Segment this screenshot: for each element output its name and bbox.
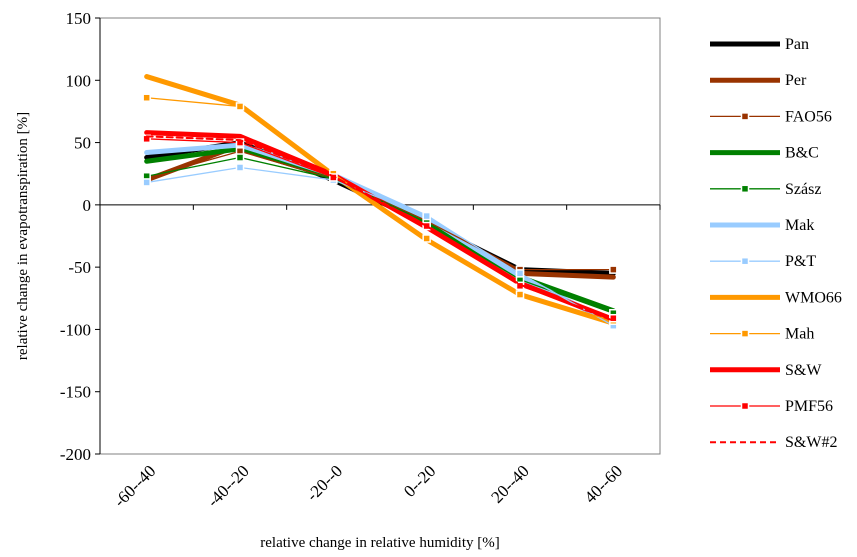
- legend-label: FAO56: [785, 108, 832, 125]
- legend-marker: [740, 256, 750, 266]
- legend-label: Per: [785, 72, 807, 89]
- legend-marker: [740, 329, 750, 338]
- data-point: [235, 102, 245, 111]
- legend-label: Pan: [785, 36, 809, 53]
- data-point: [422, 211, 431, 221]
- data-point: [142, 134, 151, 144]
- data-point: [422, 234, 431, 243]
- legend-marker: [740, 112, 750, 121]
- y-tick-label: 100: [66, 71, 92, 90]
- legend-label: Szász: [785, 181, 821, 198]
- y-tick-label: 150: [66, 9, 92, 28]
- y-tick-label: 0: [83, 196, 92, 215]
- data-point: [515, 269, 525, 278]
- data-point: [515, 290, 525, 299]
- x-axis-label: relative change in relative humidity [%]: [260, 535, 500, 551]
- series-line-s-w-2: [145, 135, 615, 322]
- y-axis: 150 100 50 0 -50 -100 -150 -200: [60, 9, 101, 464]
- data-point: [235, 138, 245, 147]
- legend-label: Mak: [785, 217, 814, 234]
- plot-area: [99, 17, 661, 455]
- data-point: [609, 265, 618, 274]
- legend-label: B&C: [785, 145, 819, 162]
- y-axis-label: relative change in evapotranspiration [%…: [15, 112, 31, 360]
- data-point: [235, 163, 245, 172]
- legend-label: S&W#2: [785, 434, 837, 451]
- y-tick-label: -200: [60, 445, 91, 464]
- y-tick-label: 50: [74, 134, 91, 153]
- data-point: [329, 173, 338, 182]
- y-tick-label: -50: [68, 258, 91, 277]
- legend: Pan Per FAO56 B&C Szász Mak P&T WMO66 Mah S&W PMF5…: [710, 36, 842, 451]
- data-point: [142, 178, 151, 187]
- legend-marker: [740, 401, 750, 411]
- y-tick-label: -100: [60, 320, 91, 339]
- y-tick-label: -150: [60, 383, 91, 402]
- data-point: [609, 313, 618, 323]
- legend-label: P&T: [785, 253, 816, 270]
- series-layer: [142, 74, 618, 330]
- legend-label: WMO66: [785, 289, 842, 306]
- data-point: [142, 93, 151, 102]
- data-point: [235, 153, 245, 162]
- series-line-p-t: [146, 166, 614, 327]
- series-line-mah: [146, 97, 614, 322]
- legend-marker: [740, 184, 750, 194]
- legend-label: Mah: [785, 326, 814, 343]
- legend-label: S&W: [785, 362, 822, 379]
- legend-label: PMF56: [785, 398, 833, 415]
